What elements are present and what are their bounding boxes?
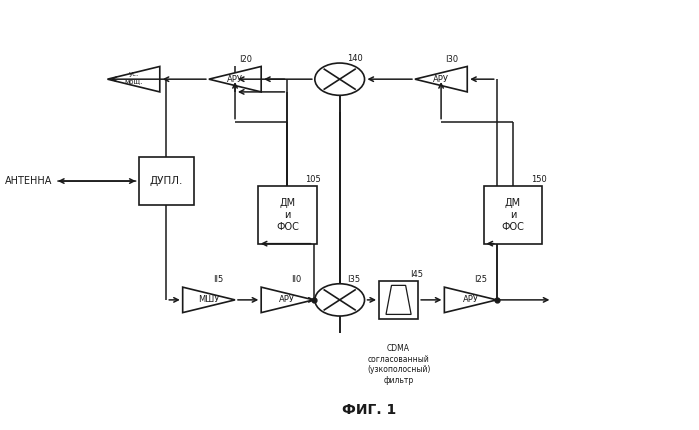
Text: I35: I35 — [347, 275, 360, 284]
Text: ДУПЛ.: ДУПЛ. — [150, 176, 183, 186]
Text: 150: 150 — [531, 175, 547, 184]
Text: 140: 140 — [347, 54, 363, 63]
Text: I45: I45 — [410, 270, 424, 279]
Text: АРУ: АРУ — [433, 75, 449, 84]
Text: 105: 105 — [305, 175, 321, 184]
Text: II0: II0 — [291, 275, 301, 284]
Text: ус.
мощ.: ус. мощ. — [124, 71, 143, 83]
Text: АРУ: АРУ — [463, 295, 479, 304]
Text: ДМ
и
ФОС: ДМ и ФОС — [276, 198, 298, 232]
Circle shape — [315, 284, 365, 316]
Text: II5: II5 — [212, 275, 223, 284]
Polygon shape — [108, 67, 160, 92]
Circle shape — [315, 63, 365, 95]
Text: АНТЕННА: АНТЕННА — [4, 176, 52, 186]
Polygon shape — [386, 286, 411, 314]
Bar — [484, 186, 542, 244]
Bar — [138, 157, 194, 206]
Polygon shape — [209, 67, 261, 92]
Text: ФИГ. 1: ФИГ. 1 — [342, 403, 396, 417]
Polygon shape — [261, 287, 314, 313]
Bar — [379, 281, 418, 319]
Polygon shape — [182, 287, 235, 313]
Text: ДМ
и
ФОС: ДМ и ФОС — [502, 198, 524, 232]
Text: МШУ: МШУ — [198, 295, 219, 304]
Text: АРУ: АРУ — [280, 295, 296, 304]
Text: CDMA
согласованный
(узкополосный)
фильтр: CDMA согласованный (узкополосный) фильтр — [367, 344, 431, 385]
Text: I25: I25 — [475, 275, 487, 284]
Text: I20: I20 — [239, 55, 252, 64]
Polygon shape — [415, 67, 467, 92]
Text: I30: I30 — [445, 55, 458, 64]
Bar — [258, 186, 317, 244]
Text: АРУ: АРУ — [227, 75, 243, 84]
Polygon shape — [445, 287, 497, 313]
